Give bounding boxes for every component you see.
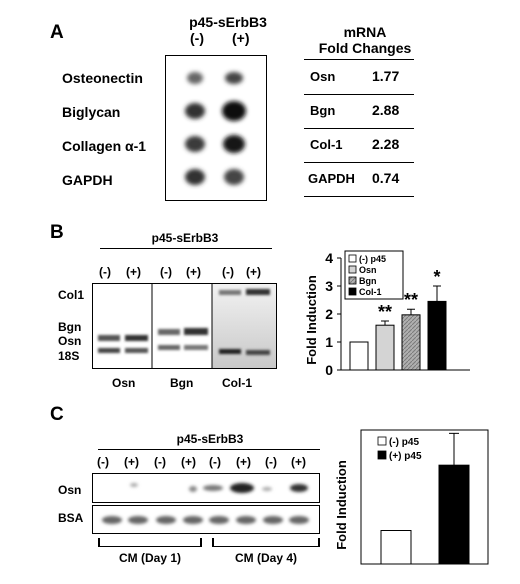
chart-b-legend-label: (-) p45 bbox=[359, 254, 386, 264]
table-cell-gene: GAPDH bbox=[308, 171, 355, 186]
gel-label-osn: Osn bbox=[112, 376, 136, 390]
panel-c-lane-label: (-) bbox=[265, 455, 277, 469]
band-label-bgn: Bgn bbox=[58, 320, 82, 334]
chart-b-legend-swatch bbox=[348, 276, 357, 285]
chart-b-significance: ** bbox=[378, 302, 392, 322]
table-cell-gene: Osn bbox=[310, 69, 336, 84]
chart-b-legend-swatch bbox=[348, 287, 357, 296]
panel-b-lane-label: (-) bbox=[99, 265, 111, 279]
chart-b-legend-label: Bgn bbox=[359, 276, 377, 286]
chart-b-bar bbox=[427, 300, 447, 371]
panel-a-table-rule bbox=[304, 162, 414, 163]
panel-a-table-rule bbox=[304, 128, 414, 129]
chart-b-legend-swatch bbox=[348, 265, 357, 274]
chart-c-legend-label: (+) p45 bbox=[389, 451, 422, 462]
panel-c-lane-label: (-) bbox=[209, 455, 221, 469]
panel-a-row-label-collagen: Collagen α-1 bbox=[62, 138, 147, 154]
panel-c-lane-label: (+) bbox=[236, 455, 251, 469]
chart-c-bar bbox=[438, 464, 470, 565]
panel-c-row-label-osn: Osn bbox=[58, 483, 82, 497]
chart-b-bar bbox=[401, 314, 421, 371]
panel-b-lane-label: (-) bbox=[160, 265, 172, 279]
chart-c: Fold Induction * (-) p45(+) p45 bbox=[334, 425, 489, 565]
table-cell-value: 0.74 bbox=[372, 170, 400, 186]
gel-label-col1: Col-1 bbox=[222, 376, 252, 390]
panel-a-table-rule bbox=[304, 196, 414, 197]
panel-a-lane-plus: (+) bbox=[232, 30, 250, 46]
chart-c-frame bbox=[360, 429, 489, 565]
chart-b-bar bbox=[375, 324, 395, 371]
panel-c-lane-label: (-) bbox=[97, 455, 109, 469]
panel-a-table-rule bbox=[304, 59, 414, 60]
cm-bracket bbox=[212, 538, 214, 546]
panel-c-group-title: p45-sErbB3 bbox=[176, 432, 244, 446]
panel-c-letter: C bbox=[50, 404, 64, 425]
chart-c-legend-swatch bbox=[377, 436, 387, 446]
panel-a-dot-blot bbox=[165, 55, 267, 201]
table-cell-value: 2.88 bbox=[372, 102, 400, 118]
panel-a-row-label-biglycan: Biglycan bbox=[62, 104, 121, 120]
panel-b-lane-label: (-) bbox=[222, 265, 234, 279]
panel-a-row-label-osteonectin: Osteonectin bbox=[62, 70, 143, 86]
chart-b-ytick-label: 2 bbox=[325, 306, 333, 322]
panel-a-lane-minus: (-) bbox=[190, 30, 204, 46]
chart-b-significance: ** bbox=[404, 290, 418, 310]
chart-b-ytick-label: 0 bbox=[325, 362, 333, 378]
cm-label-day1: CM (Day 1) bbox=[118, 551, 181, 565]
chart-c-bar bbox=[380, 530, 412, 565]
chart-b-legend-label: Osn bbox=[359, 265, 377, 275]
panel-b-letter: B bbox=[50, 222, 64, 243]
band-label-18s: 18S bbox=[58, 349, 80, 363]
panel-b-group-rule bbox=[100, 248, 272, 249]
chart-b-legend-label: Col-1 bbox=[359, 287, 382, 297]
table-cell-gene: Col-1 bbox=[310, 137, 343, 152]
chart-b-ytick-label: 4 bbox=[325, 250, 333, 266]
cm-bracket bbox=[212, 546, 320, 547]
band-label-osn: Osn bbox=[58, 334, 82, 348]
panel-c-lane-label: (+) bbox=[181, 455, 196, 469]
panel-a-group-title: p45-sErbB3 bbox=[189, 14, 267, 30]
table-cell-value: 2.28 bbox=[372, 136, 400, 152]
chart-b-significance: * bbox=[433, 267, 440, 287]
panel-a-letter: A bbox=[50, 22, 64, 43]
panel-b-lane-label: (+) bbox=[186, 265, 201, 279]
panel-c-row-label-bsa: BSA bbox=[58, 511, 84, 525]
panel-c-lane-label: (+) bbox=[124, 455, 139, 469]
gel-label-bgn: Bgn bbox=[170, 376, 194, 390]
chart-c-legend-swatch bbox=[377, 450, 387, 460]
chart-b-bar bbox=[349, 341, 369, 371]
chart-b-ylabel: Fold Induction bbox=[304, 275, 319, 365]
panel-c-group-rule bbox=[98, 449, 320, 450]
panel-a-table-header-line1: mRNA bbox=[343, 24, 387, 40]
panel-b-group-title: p45-sErbB3 bbox=[151, 231, 219, 245]
cm-bracket bbox=[98, 538, 100, 546]
chart-b-ytick-label: 1 bbox=[325, 334, 333, 350]
chart-c-legend-label: (-) p45 bbox=[389, 437, 419, 448]
panel-c-lane-label: (+) bbox=[291, 455, 306, 469]
cm-label-day4: CM (Day 4) bbox=[234, 551, 297, 565]
panel-b-gel-image bbox=[92, 283, 277, 369]
table-cell-value: 1.77 bbox=[372, 68, 400, 84]
panel-c-lane-label: (-) bbox=[154, 455, 166, 469]
chart-b-legend-swatch bbox=[348, 254, 357, 263]
cm-bracket bbox=[318, 538, 320, 546]
panel-a-table-rule bbox=[304, 94, 414, 95]
panel-c-blot-image bbox=[92, 473, 320, 535]
chart-b-ytick-label: 3 bbox=[325, 278, 333, 294]
panel-a-row-label-gapdh: GAPDH bbox=[62, 172, 113, 188]
band-label-col1: Col1 bbox=[58, 288, 85, 302]
panel-b-lane-label: (+) bbox=[126, 265, 141, 279]
panel-a-table-header-line2: Fold Changes bbox=[318, 40, 412, 56]
panel-b-lane-label: (+) bbox=[246, 265, 261, 279]
chart-c-ylabel: Fold Induction bbox=[334, 460, 349, 550]
cm-bracket bbox=[200, 538, 202, 546]
table-cell-gene: Bgn bbox=[310, 103, 336, 118]
cm-bracket bbox=[98, 546, 202, 547]
